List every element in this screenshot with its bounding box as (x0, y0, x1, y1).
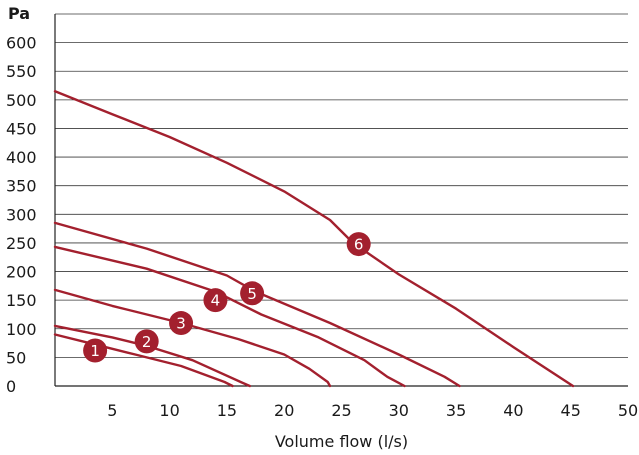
series-line-2 (53, 324, 251, 388)
x-axis-title: Volume flow (l/s) (275, 432, 408, 451)
x-tick-label-45: 45 (561, 401, 581, 420)
y-tick-label-250: 250 (6, 234, 37, 253)
y-tick-label-100: 100 (6, 320, 37, 339)
x-tick-label-5: 5 (107, 401, 117, 420)
x-tick-label-30: 30 (389, 401, 409, 420)
y-tick-label-150: 150 (6, 291, 37, 310)
series-marker-label-3: 3 (176, 315, 186, 333)
y-tick-label-600: 600 (6, 34, 37, 53)
y-tick-label-450: 450 (6, 119, 37, 138)
series-marker-label-5: 5 (247, 285, 257, 303)
series-marker-label-6: 6 (354, 236, 364, 254)
series-line-3 (53, 288, 332, 388)
x-tick-labels: 5 10 15 20 25 30 35 40 45 50 (107, 401, 638, 420)
y-tick-label-0: 0 (6, 377, 16, 396)
x-tick-label-10: 10 (159, 401, 179, 420)
series-marker-6 (346, 232, 371, 257)
series-marker-label-2: 2 (142, 333, 152, 351)
series-marker-4 (203, 288, 228, 313)
y-tick-label-200: 200 (6, 263, 37, 282)
x-tick-label-35: 35 (446, 401, 466, 420)
y-tick-label-400: 400 (6, 148, 37, 167)
x-tick-label-40: 40 (503, 401, 523, 420)
series-line-6 (53, 90, 575, 388)
grid-lines (55, 13, 628, 358)
y-tick-label-50: 50 (6, 348, 26, 367)
series-line-5 (53, 221, 461, 388)
x-tick-label-50: 50 (618, 401, 638, 420)
y-tick-label-500: 500 (6, 91, 37, 110)
x-tick-label-25: 25 (331, 401, 351, 420)
series-marker-1 (83, 338, 108, 363)
y-axis-unit-label: Pa (8, 4, 30, 23)
series-lines (53, 90, 575, 388)
series-marker-label-4: 4 (211, 292, 221, 310)
series-line-1 (53, 333, 234, 388)
x-tick-label-15: 15 (217, 401, 237, 420)
y-tick-labels: 0 50 100 150 200 250 300 350 400 450 500 550 600 (6, 34, 37, 396)
series-marker-2 (134, 329, 159, 354)
series-marker-3 (169, 311, 194, 336)
series-markers: 1 2 3 4 5 6 (83, 232, 371, 363)
x-tick-label-20: 20 (274, 401, 294, 420)
y-tick-label-350: 350 (6, 177, 37, 196)
series-marker-label-1: 1 (90, 342, 100, 360)
y-tick-label-550: 550 (6, 62, 37, 81)
y-tick-label-300: 300 (6, 205, 37, 224)
axes (54, 14, 628, 387)
series-line-4 (53, 245, 406, 388)
series-marker-5 (240, 281, 265, 306)
